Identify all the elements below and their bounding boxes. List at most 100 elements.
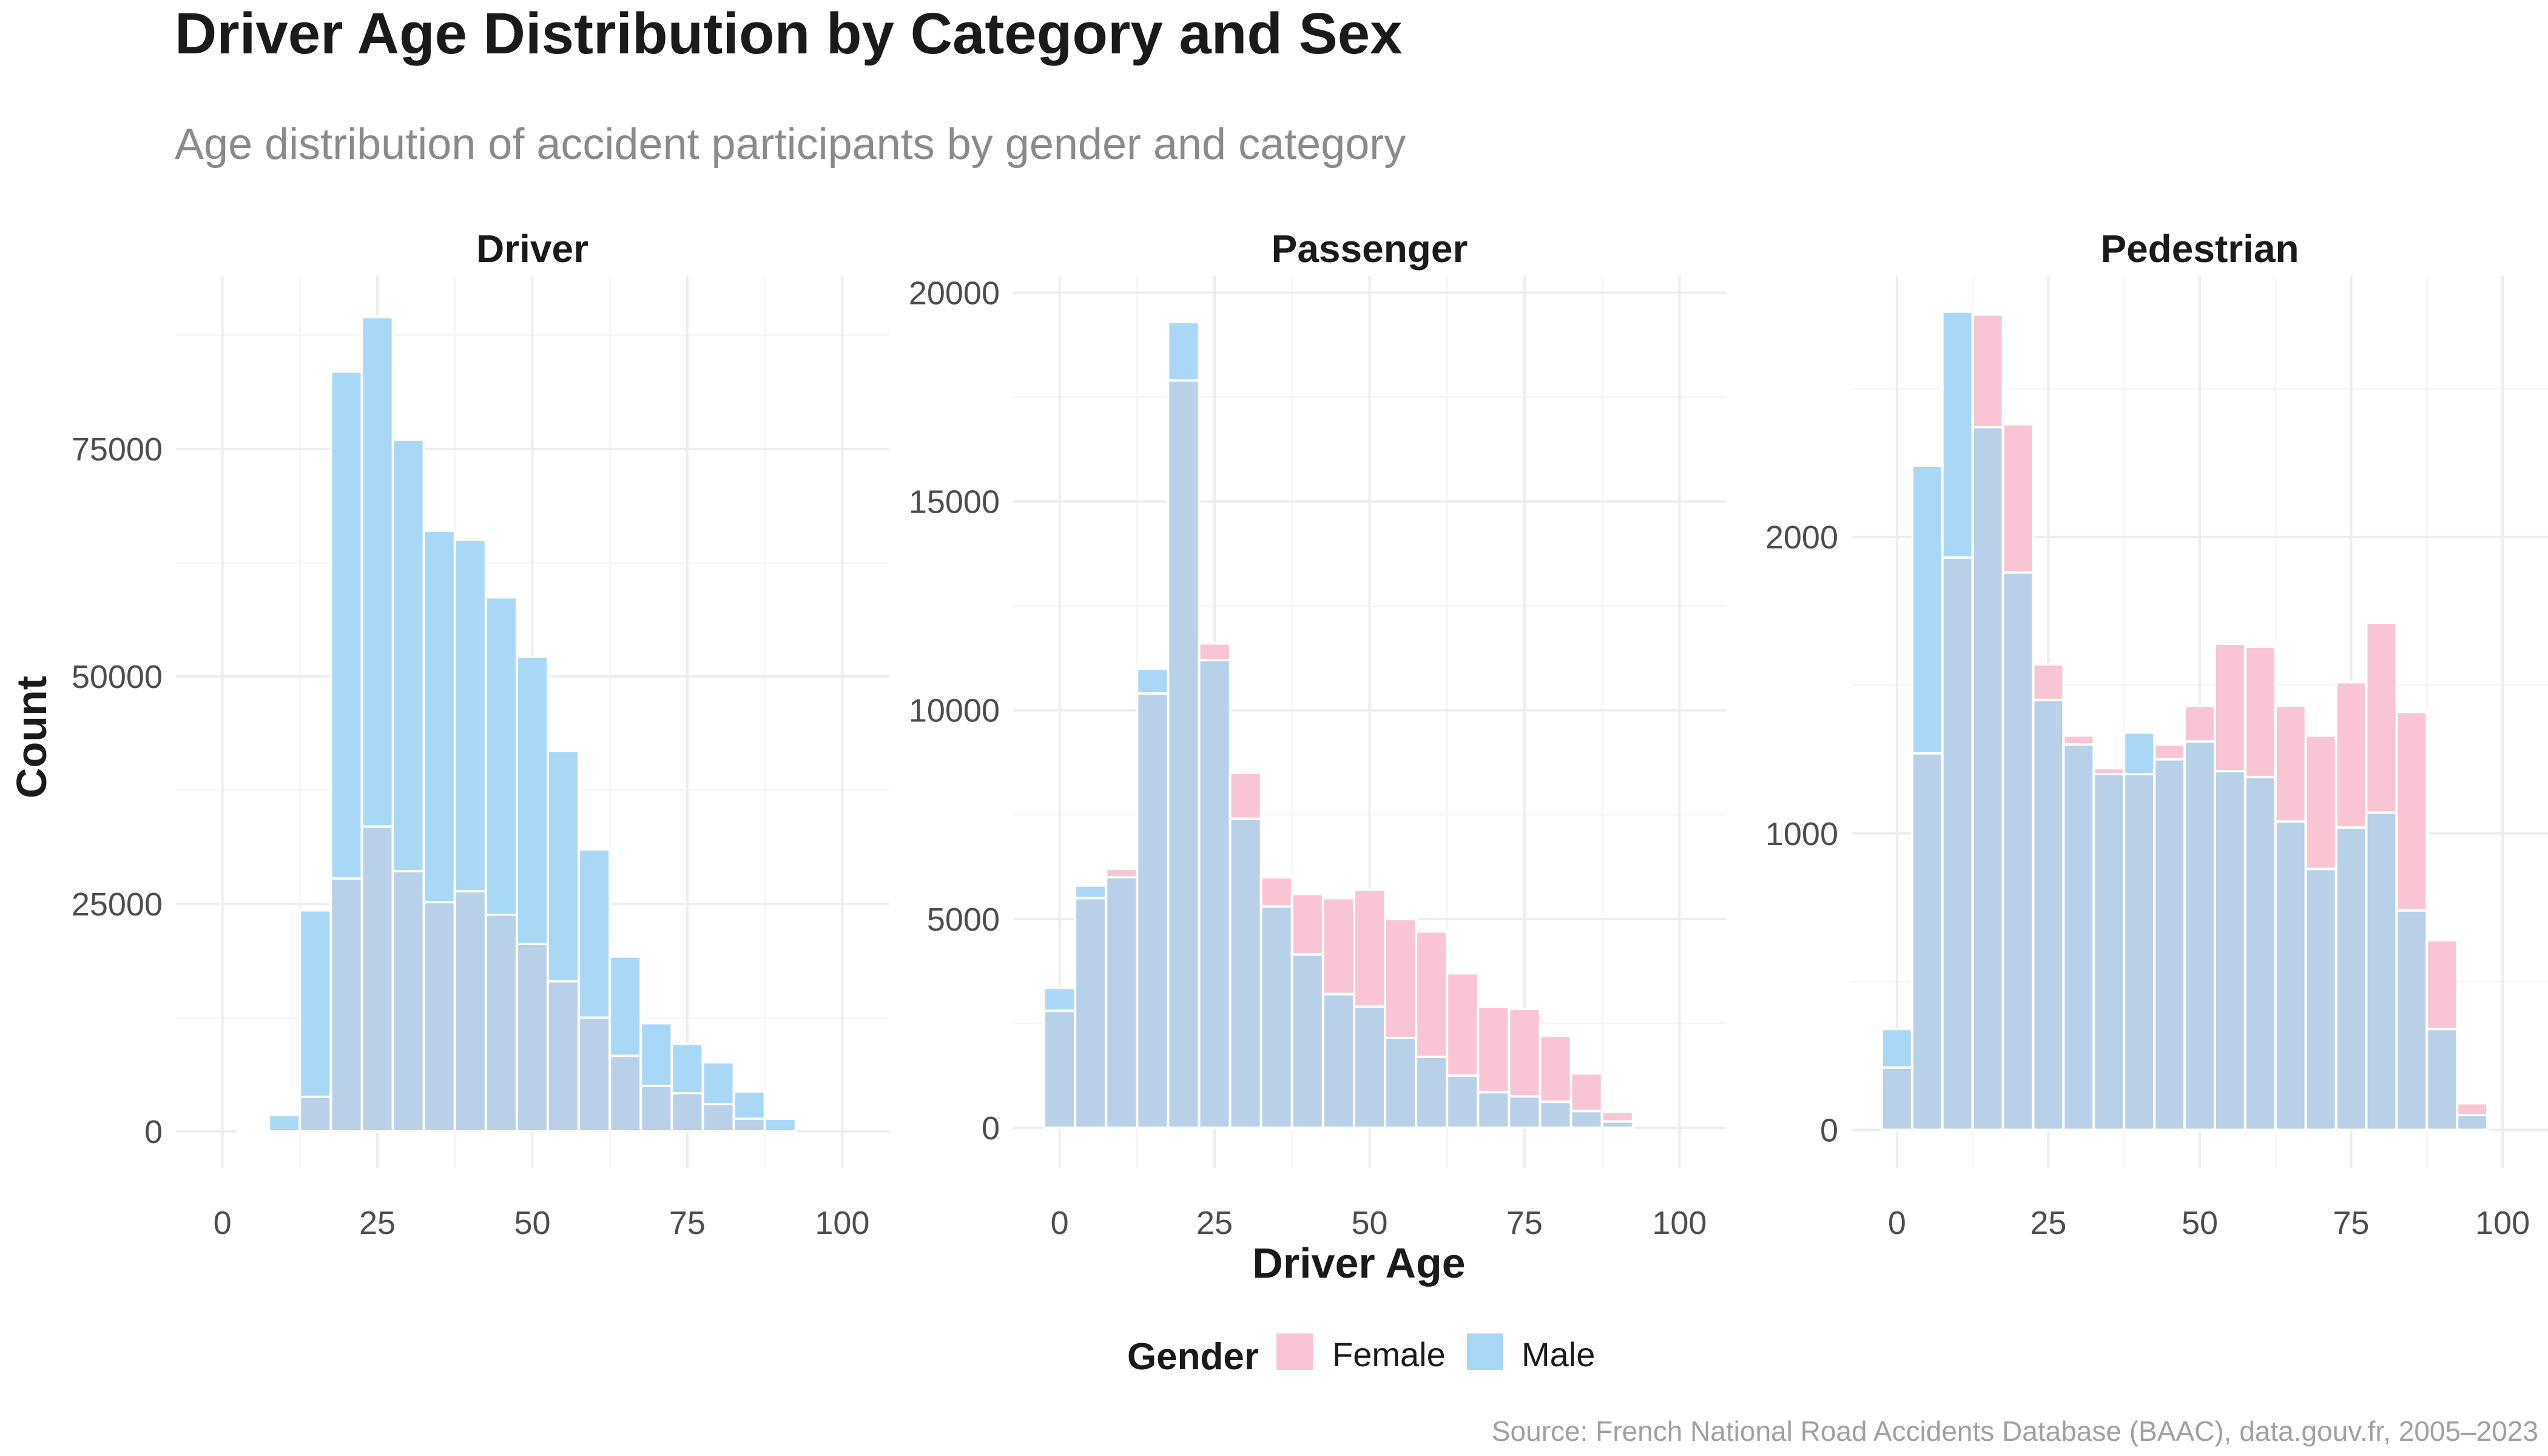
bar-overlap xyxy=(1539,1100,1572,1129)
bar-overlap xyxy=(2243,775,2277,1131)
bar-male xyxy=(639,1022,673,1087)
bar-overlap xyxy=(422,901,456,1133)
bar-male xyxy=(484,596,518,916)
bar-male xyxy=(1910,464,1944,755)
bar-male xyxy=(763,1117,797,1133)
x-axis-label: Driver Age xyxy=(1252,1239,1465,1287)
bar-male xyxy=(391,439,425,872)
bar-male xyxy=(237,1128,271,1133)
y-tick-label: 1000 xyxy=(1765,816,1838,852)
x-tick-label: 25 xyxy=(1196,1205,1233,1241)
y-tick-label: 5000 xyxy=(927,902,1000,938)
bar-overlap xyxy=(732,1117,766,1133)
bar-overlap xyxy=(2334,826,2368,1131)
bar-female xyxy=(2456,1102,2489,1117)
bar-overlap xyxy=(639,1085,673,1133)
bar-male xyxy=(2123,731,2156,776)
bar-overlap xyxy=(1600,1120,1634,1129)
bar-male xyxy=(453,539,487,892)
bar-female xyxy=(1600,1110,1634,1123)
y-tick-label: 25000 xyxy=(72,886,163,923)
bar-overlap xyxy=(1569,1110,1603,1129)
bar-overlap xyxy=(2456,1114,2489,1131)
x-tick-label: 0 xyxy=(1051,1205,1069,1241)
bar-male xyxy=(608,956,642,1057)
facet-title: Driver xyxy=(476,227,588,271)
chart-title: Driver Age Distribution by Category and … xyxy=(175,1,1403,66)
bar-female xyxy=(1415,930,1449,1058)
bar-female xyxy=(1508,1007,1542,1098)
bar-overlap xyxy=(2153,758,2186,1131)
bar-male xyxy=(1941,310,1974,559)
bar-female xyxy=(2243,645,2277,778)
x-tick-label: 100 xyxy=(2475,1205,2530,1241)
bar-overlap xyxy=(608,1054,642,1133)
bar-overlap xyxy=(391,870,425,1133)
bar-male xyxy=(1167,320,1201,382)
x-tick-label: 100 xyxy=(815,1205,869,1241)
bar-overlap xyxy=(2274,820,2307,1131)
bar-overlap xyxy=(1136,692,1170,1129)
bar-male xyxy=(1043,986,1077,1013)
bar-overlap xyxy=(1198,659,1232,1129)
source-caption: Source: French National Road Accidents D… xyxy=(1492,1415,2538,1447)
bar-female xyxy=(2213,642,2246,773)
bar-overlap xyxy=(1074,897,1108,1129)
bar-overlap xyxy=(1228,817,1262,1129)
bar-overlap xyxy=(1167,379,1201,1129)
bar-overlap xyxy=(515,943,550,1133)
bar-female xyxy=(2062,734,2095,746)
y-tick-label: 0 xyxy=(982,1110,1000,1147)
bar-overlap xyxy=(2001,571,2035,1131)
bar-female xyxy=(2304,734,2337,871)
bar-male xyxy=(422,530,456,903)
legend-swatch-female xyxy=(1276,1333,1313,1370)
x-tick-label: 0 xyxy=(1888,1205,1906,1241)
bar-male xyxy=(1074,884,1108,900)
bar-overlap xyxy=(1259,905,1293,1129)
bar-overlap xyxy=(1043,1009,1077,1129)
bar-overlap xyxy=(1384,1036,1418,1129)
bar-male xyxy=(578,848,612,1019)
bar-female xyxy=(2001,423,2035,574)
bar-overlap xyxy=(1941,556,1974,1131)
bar-male xyxy=(268,1114,302,1133)
bar-male xyxy=(1136,667,1170,695)
bar-female xyxy=(2395,710,2428,912)
y-tick-label: 50000 xyxy=(72,659,163,695)
bar-female xyxy=(1259,876,1293,908)
bar-female xyxy=(1352,888,1387,1008)
legend-label-female: Female xyxy=(1332,1335,1446,1373)
bar-overlap xyxy=(329,877,363,1133)
bar-overlap xyxy=(2425,1028,2459,1131)
legend: Gender Female Male xyxy=(1127,1333,1595,1378)
bar-male xyxy=(732,1090,766,1120)
y-tick-label: 0 xyxy=(144,1114,163,1150)
panel-driver: Driver 0 25 50 75 100 0 25000 50000 75000 xyxy=(72,227,889,1241)
bar-overlap xyxy=(1880,1066,1913,1131)
bar-overlap xyxy=(2183,740,2216,1131)
bar-female xyxy=(2334,681,2368,829)
bar-male xyxy=(515,655,550,945)
bar-overlap xyxy=(1508,1095,1542,1129)
bar-overlap xyxy=(1321,993,1355,1129)
bar-overlap xyxy=(484,914,518,1133)
x-tick-label: 75 xyxy=(1506,1205,1543,1241)
y-tick-label: 0 xyxy=(1820,1112,1838,1148)
x-tick-label: 25 xyxy=(2030,1205,2066,1241)
y-tick-label: 15000 xyxy=(909,484,1000,521)
chart-subtitle: Age distribution of accident participant… xyxy=(175,120,1406,169)
bar-female xyxy=(1198,642,1232,662)
x-tick-label: 50 xyxy=(2182,1205,2218,1241)
bar-female xyxy=(1569,1072,1603,1113)
bar-female xyxy=(1971,313,2004,429)
bar-overlap xyxy=(547,980,581,1133)
bar-male xyxy=(1880,1028,1913,1069)
bar-female xyxy=(2365,621,2398,814)
bar-male xyxy=(701,1061,735,1105)
bar-overlap xyxy=(1352,1005,1387,1129)
x-tick-label: 75 xyxy=(2333,1205,2370,1241)
bar-male xyxy=(329,370,363,880)
bar-overlap xyxy=(2092,773,2126,1131)
